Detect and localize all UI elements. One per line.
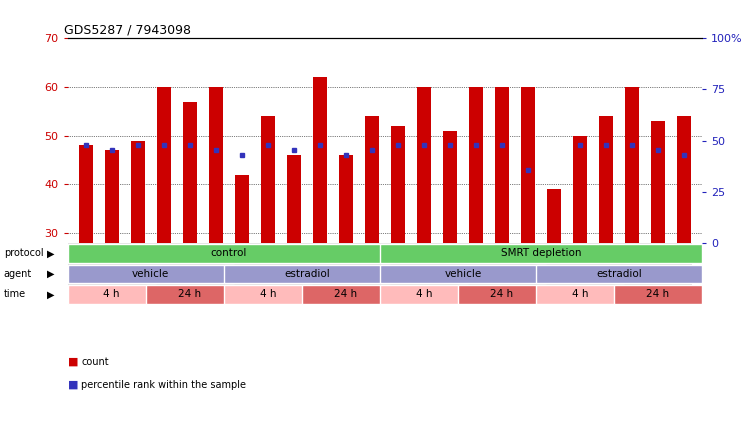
Text: GDS5287 / 7943098: GDS5287 / 7943098 [65,24,192,37]
Text: estradiol: estradiol [596,269,642,279]
Text: protocol: protocol [4,248,44,258]
Text: 24 h: 24 h [490,289,514,299]
Text: 4 h: 4 h [415,289,432,299]
Text: ■: ■ [68,357,82,367]
Text: 4 h: 4 h [572,289,588,299]
Bar [573,136,587,243]
Bar [380,265,546,283]
Bar [68,244,390,263]
Text: estradiol: estradiol [284,269,330,279]
Text: 4 h: 4 h [104,289,120,299]
Bar [146,285,234,304]
Bar [380,285,468,304]
Text: ▶: ▶ [47,248,54,258]
Text: vehicle: vehicle [132,269,170,279]
Bar [312,77,327,243]
Bar [365,116,379,243]
Bar [469,87,483,243]
Bar [417,87,431,243]
Text: count: count [81,357,109,367]
Text: time: time [4,289,26,299]
Bar [443,131,457,243]
Bar [131,140,145,243]
Bar [380,244,702,263]
Bar [224,285,312,304]
Bar [457,285,546,304]
Bar [209,87,223,243]
Bar [677,116,691,243]
Text: ■: ■ [68,380,82,390]
Text: SMRT depletion: SMRT depletion [501,248,581,258]
Bar [339,155,353,243]
Bar [520,87,535,243]
Bar [68,265,234,283]
Bar [235,175,249,243]
Text: 4 h: 4 h [260,289,276,299]
Bar [79,146,93,243]
Bar [599,116,613,243]
Text: vehicle: vehicle [445,269,481,279]
Bar [495,87,509,243]
Bar [157,87,171,243]
Bar [224,265,390,283]
Bar [535,285,624,304]
Text: control: control [210,248,247,258]
Bar [614,285,702,304]
Bar [651,121,665,243]
Bar [535,265,702,283]
Bar [547,190,561,243]
Bar [104,150,119,243]
Text: 24 h: 24 h [178,289,201,299]
Bar [261,116,275,243]
Text: agent: agent [4,269,32,279]
Text: 24 h: 24 h [334,289,357,299]
Text: ▶: ▶ [47,289,54,299]
Text: percentile rank within the sample: percentile rank within the sample [81,380,246,390]
Text: ▶: ▶ [47,269,54,279]
Bar [391,126,405,243]
Bar [287,155,301,243]
Bar [182,102,197,243]
Text: 24 h: 24 h [647,289,669,299]
Bar [68,285,156,304]
Bar [625,87,639,243]
Bar [302,285,390,304]
